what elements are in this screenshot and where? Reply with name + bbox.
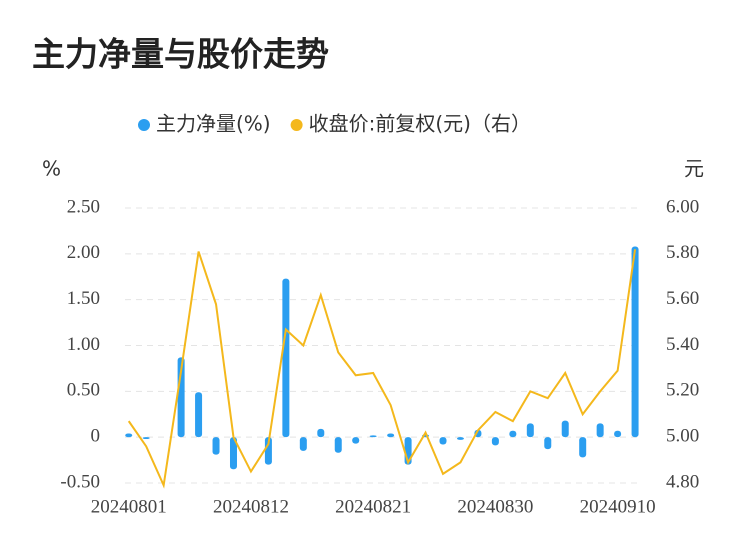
bar (282, 278, 290, 438)
bar (509, 430, 517, 438)
y2-tick-label: 4.80 (666, 471, 699, 492)
bar (212, 437, 220, 455)
bar (229, 437, 237, 470)
bar (544, 437, 552, 450)
bar (491, 437, 499, 446)
bar (352, 437, 360, 444)
x-tick-label: 20240830 (457, 496, 533, 517)
bar (561, 420, 569, 438)
y2-tick-label: 5.20 (666, 380, 699, 401)
y-tick-label: 1.00 (67, 334, 100, 355)
legend-marker (138, 119, 150, 131)
bar (387, 433, 395, 438)
bar (125, 433, 133, 438)
y-tick-label: 0.50 (67, 380, 100, 401)
bar (264, 437, 272, 465)
price-line (127, 249, 637, 489)
bar (299, 437, 307, 451)
bar (334, 437, 342, 453)
x-tick-label: 20240821 (335, 496, 411, 517)
y-tick-label: 2.50 (67, 196, 100, 217)
x-tick-label: 20240910 (580, 496, 656, 517)
legend-marker (290, 119, 303, 131)
y-tick-label: 1.50 (67, 288, 100, 309)
y2-tick-label: 5.40 (666, 334, 699, 355)
bar (596, 423, 604, 438)
y2-axis-unit: 元 (684, 157, 704, 181)
y2-tick-label: 5.80 (666, 242, 699, 263)
x-tick-label: 20240812 (213, 496, 289, 517)
y2-tick-label: 5.00 (666, 426, 699, 447)
y-tick-label: 0 (91, 426, 101, 447)
bar (579, 437, 587, 458)
bar (369, 435, 377, 438)
bar (614, 430, 622, 438)
bar (439, 437, 447, 445)
bar (456, 437, 464, 440)
legend-label: 收盘价:前复权(元)（右） (309, 112, 531, 136)
bar (526, 423, 534, 438)
y-tick-label: 2.00 (67, 242, 100, 263)
bar (317, 428, 325, 438)
bar (142, 437, 150, 439)
x-tick-label: 20240801 (91, 496, 167, 517)
y2-tick-label: 5.60 (666, 288, 699, 309)
y-axis-unit: % (42, 157, 61, 181)
y2-tick-label: 6.00 (666, 196, 699, 217)
bar (195, 392, 203, 438)
y-tick-label: -0.50 (60, 471, 100, 492)
legend-label: 主力净量(%) (156, 112, 271, 136)
bar (631, 246, 639, 438)
chart-title: 主力净量与股价走势 (32, 35, 329, 74)
